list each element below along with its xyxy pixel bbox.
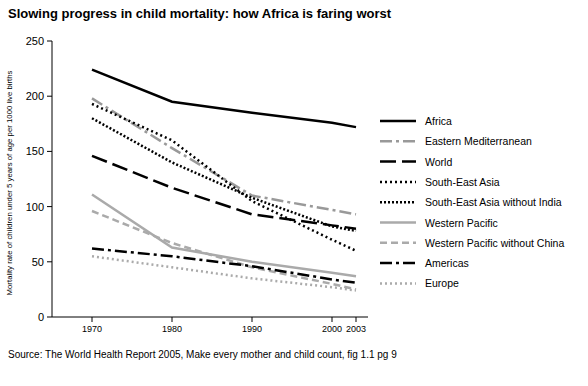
legend-label: Americas: [425, 257, 469, 269]
y-tick-label: 250: [26, 35, 44, 47]
legend-swatch: [380, 221, 416, 224]
x-tick: [332, 317, 333, 322]
y-tick: [47, 41, 52, 42]
legend-swatch: [380, 181, 416, 184]
legend-label: Africa: [425, 115, 452, 127]
legend-swatch: [380, 201, 416, 204]
legend-swatch: [380, 262, 416, 265]
series-line: [92, 118, 356, 231]
legend-swatch: [380, 120, 416, 123]
series-line: [92, 249, 356, 283]
series-line: [92, 70, 356, 127]
x-axis: [52, 317, 368, 318]
series-line: [92, 156, 356, 229]
x-tick-label: 1970: [82, 324, 102, 334]
legend-label: South-East Asia: [425, 176, 500, 188]
legend-swatch: [380, 140, 416, 143]
y-tick: [47, 96, 52, 97]
x-tick: [252, 317, 253, 322]
x-tick-label: 2000: [322, 324, 342, 334]
title: Slowing progress in child mortality: how…: [8, 6, 392, 21]
legend-label: Western Pacific without China: [425, 237, 564, 249]
legend-label: Eastern Mediterranean: [425, 135, 532, 147]
series-line: [92, 211, 356, 289]
source: Source: The World Health Report 2005, Ma…: [8, 349, 397, 360]
y-tick: [47, 206, 52, 207]
series-line: [92, 256, 356, 290]
y-tick: [47, 151, 52, 152]
x-tick-label: 2003: [346, 324, 366, 334]
y-tick-label: 50: [32, 256, 44, 268]
legend-swatch: [380, 242, 416, 245]
series-line: [92, 104, 356, 251]
x-tick-label: 1990: [242, 324, 262, 334]
x-tick: [356, 317, 357, 322]
y-tick-label: 100: [26, 201, 44, 213]
legend-label: South-East Asia without India: [425, 196, 562, 208]
legend-label: Western Pacific: [425, 217, 498, 229]
y-tick-label: 200: [26, 90, 44, 102]
legend-swatch: [380, 160, 416, 163]
y-tick: [47, 261, 52, 262]
y-tick-label: 150: [26, 145, 44, 157]
y-axis-label: Mortality rate of children under 5 years…: [5, 70, 14, 295]
x-tick-label: 1980: [162, 324, 182, 334]
legend-label: Europe: [425, 277, 459, 289]
legend-label: World: [425, 156, 452, 168]
y-axis: [52, 41, 53, 317]
plot-area: [92, 70, 356, 291]
legend-swatch: [380, 282, 416, 285]
y-tick-label: 0: [38, 311, 44, 323]
series-line: [92, 98, 356, 214]
x-tick: [172, 317, 173, 322]
chart: Slowing progress in child mortality: how…: [0, 0, 588, 386]
y-tick: [47, 317, 52, 318]
x-tick: [92, 317, 93, 322]
